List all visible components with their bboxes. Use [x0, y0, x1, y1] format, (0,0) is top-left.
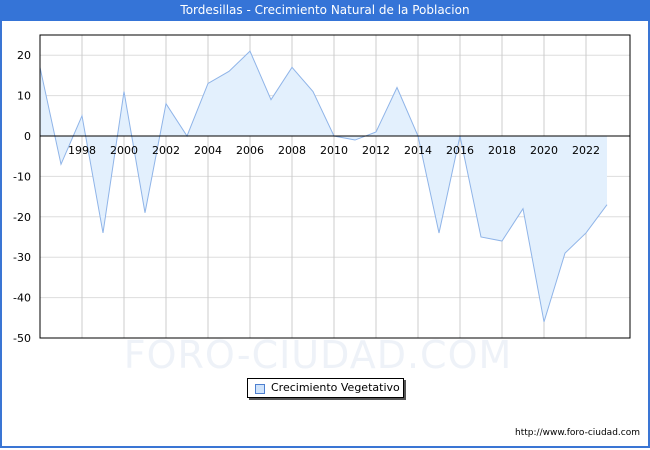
svg-text:2006: 2006 [236, 144, 264, 157]
footer-url[interactable]: http://www.foro-ciudad.com [515, 428, 640, 438]
legend-swatch-icon [255, 384, 265, 394]
svg-text:-50: -50 [13, 332, 31, 345]
svg-text:2020: 2020 [530, 144, 558, 157]
svg-text:2018: 2018 [488, 144, 516, 157]
svg-text:0: 0 [24, 130, 31, 143]
y-axis-ticks: 20 10 0 -10 -20 -30 -40 -50 [13, 49, 31, 345]
svg-text:-20: -20 [13, 211, 31, 224]
plot-border [39, 34, 631, 339]
svg-text:10: 10 [17, 90, 31, 103]
svg-text:2004: 2004 [194, 144, 222, 157]
svg-text:2022: 2022 [572, 144, 600, 157]
svg-text:1998: 1998 [68, 144, 96, 157]
svg-text:-30: -30 [13, 251, 31, 264]
svg-text:2008: 2008 [278, 144, 306, 157]
legend: Crecimiento Vegetativo [247, 378, 404, 398]
legend-label: Crecimiento Vegetativo [271, 381, 400, 394]
svg-text:20: 20 [17, 49, 31, 62]
svg-text:-10: -10 [13, 170, 31, 183]
svg-text:2012: 2012 [362, 144, 390, 157]
svg-text:2014: 2014 [404, 144, 432, 157]
svg-text:-40: -40 [13, 292, 31, 305]
svg-text:2010: 2010 [320, 144, 348, 157]
data-line [39, 50, 608, 322]
area-fill [40, 51, 607, 322]
chart-title: Tordesillas - Crecimiento Natural de la … [0, 0, 650, 21]
x-axis-ticks: 1998 2000 2002 2004 2006 2008 2010 2012 2014 2016… [68, 144, 600, 157]
svg-text:2000: 2000 [110, 144, 138, 157]
svg-text:2016: 2016 [446, 144, 474, 157]
watermark: FORO-CIUDAD.COM [124, 333, 513, 377]
svg-text:2002: 2002 [152, 144, 180, 157]
